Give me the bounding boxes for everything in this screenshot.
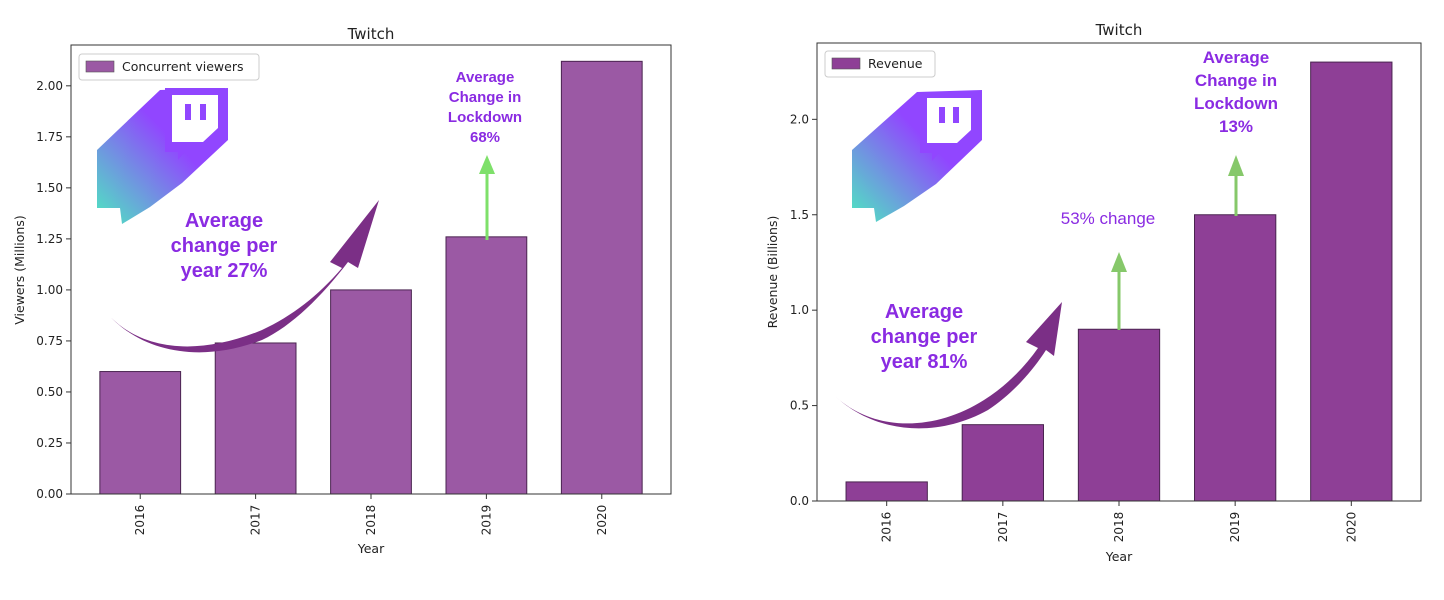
- chart-title: Twitch: [347, 25, 395, 43]
- y-tick-label: 1.25: [36, 232, 63, 246]
- legend-swatch: [831, 57, 861, 70]
- bar-2020: [1310, 61, 1393, 502]
- x-axis-label: Year: [357, 541, 385, 556]
- trend-line-3: year 81%: [881, 351, 968, 373]
- y-tick-label: 0.25: [36, 436, 63, 450]
- lockdown-arrow: [479, 155, 495, 240]
- legend-label: Revenue: [868, 56, 923, 71]
- y-tick-label: 1.75: [36, 130, 63, 144]
- x-axis-ticks: 2016 2017 2018 2019 2020: [133, 494, 609, 535]
- legend-label: Concurrent viewers: [122, 59, 244, 74]
- change-label: 53% change: [1061, 209, 1156, 228]
- viewers-chart: Twitch 0.00 0.25 0.50 0.75 1.00 1.25 1.50 1.75 2…: [12, 25, 672, 556]
- trend-line-2: change per: [871, 326, 978, 348]
- trend-line-3: year 27%: [181, 260, 268, 282]
- x-tick-label: 2019: [1228, 512, 1242, 543]
- twitch-logo: [852, 90, 982, 222]
- y-tick-label: 2.00: [36, 79, 63, 93]
- trend-line-1: Average: [185, 210, 263, 232]
- x-axis-ticks: 2016 2017 2018 2019 2020: [880, 501, 1358, 543]
- y-tick-label: 0.5: [790, 399, 809, 413]
- bars: [845, 61, 1393, 502]
- revenue-chart: Twitch 0.00.51.01.52.0 2016 2017 2018 2019 2…: [765, 21, 1422, 564]
- trend-line-2: change per: [171, 235, 278, 257]
- trend-annotation: Average change per year 27%: [171, 210, 278, 282]
- y-tick-label: 0.75: [36, 334, 63, 348]
- x-axis-label: Year: [1105, 549, 1133, 564]
- y-axis-label: Revenue (Billions): [765, 216, 780, 329]
- y-tick-label: 1.50: [36, 181, 63, 195]
- y-tick-label: 2.0: [790, 112, 809, 126]
- bar-2019: [1194, 214, 1277, 502]
- twitch-logo: [97, 88, 228, 224]
- y-tick-label: 0.00: [36, 487, 63, 501]
- lockdown-line-2: Change in: [1195, 71, 1277, 90]
- x-tick-label: 2016: [133, 505, 147, 536]
- y-axis-ticks: 0.00 0.25 0.50 0.75 1.00 1.25 1.50 1.75 2.00: [36, 79, 71, 501]
- bar-2018: [1077, 328, 1161, 502]
- y-tick-label: 0.50: [36, 385, 63, 399]
- y-tick-label: 1.5: [790, 208, 809, 222]
- x-tick-label: 2016: [880, 512, 894, 543]
- y-axis-label: Viewers (Millions): [12, 215, 27, 325]
- bar-2017: [961, 424, 1044, 502]
- x-tick-label: 2017: [996, 512, 1010, 543]
- lockdown-line-4: 68%: [470, 129, 500, 146]
- y-axis-ticks: 0.0 0.5 1.0 1.5 2.0: [790, 112, 817, 508]
- bar-2017: [214, 342, 297, 495]
- legend: Revenue: [824, 50, 936, 78]
- bar-2020: [560, 60, 643, 495]
- legend-box: [78, 53, 260, 81]
- chart-title: Twitch: [1095, 21, 1143, 39]
- x-tick-label: 2019: [479, 505, 493, 536]
- bar-2019: [445, 236, 528, 495]
- legend-swatch: [85, 60, 115, 73]
- y-tick-label: 1.00: [36, 283, 63, 297]
- bar-2016: [845, 481, 928, 502]
- legend: Concurrent viewers: [78, 53, 260, 81]
- lockdown-line-4: 13%: [1219, 117, 1253, 136]
- x-tick-label: 2017: [249, 505, 263, 536]
- y-tick-label: 0.0: [790, 494, 809, 508]
- lockdown-annotation: Average Change in Lockdown 13%: [1194, 48, 1278, 136]
- lockdown-arrow: [1228, 155, 1244, 216]
- trend-line-1: Average: [885, 301, 963, 323]
- bar-2018: [330, 289, 412, 495]
- x-tick-label: 2020: [1344, 512, 1358, 543]
- legend-box: [824, 50, 936, 78]
- x-tick-label: 2018: [1112, 512, 1126, 543]
- lockdown-line-3: Lockdown: [1194, 94, 1278, 113]
- lockdown-line-2: Change in: [449, 89, 522, 106]
- lockdown-line-3: Lockdown: [448, 109, 522, 126]
- lockdown-line-1: Average: [456, 69, 515, 86]
- change-arrow: [1111, 252, 1127, 330]
- trend-annotation: Average change per year 81%: [871, 301, 978, 373]
- lockdown-annotation: Average Change in Lockdown 68%: [448, 69, 522, 146]
- bars: [99, 60, 643, 495]
- trend-arrow: [834, 302, 1062, 429]
- bar-2016: [99, 371, 182, 495]
- x-tick-label: 2018: [364, 505, 378, 536]
- x-tick-label: 2020: [595, 505, 609, 536]
- y-tick-label: 1.0: [790, 303, 809, 317]
- lockdown-line-1: Average: [1203, 48, 1269, 67]
